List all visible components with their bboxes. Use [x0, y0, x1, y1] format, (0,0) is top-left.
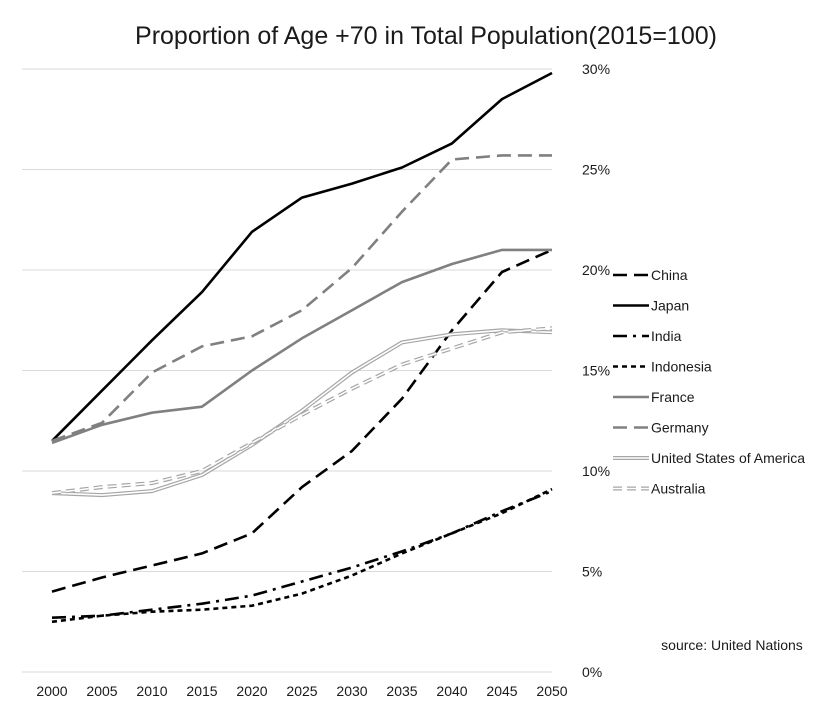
x-tick-label: 2020 — [236, 683, 267, 699]
x-tick-label: 2025 — [286, 683, 317, 699]
series-line-france — [51, 248, 552, 445]
series-line-japan — [51, 71, 553, 442]
x-tick-label: 2035 — [386, 683, 417, 699]
y-tick-label: 5% — [582, 564, 602, 580]
y-tick-label: 25% — [582, 162, 610, 178]
x-tick-label: 2030 — [336, 683, 367, 699]
y-tick-label: 20% — [582, 262, 610, 278]
legend-label: Germany — [651, 420, 709, 436]
source-note: source: United Nations — [661, 637, 803, 653]
legend-label: Australia — [651, 481, 706, 497]
legend-label: France — [651, 389, 695, 405]
legend-label: Japan — [651, 298, 689, 314]
y-tick-label: 0% — [582, 664, 602, 680]
series-line-india — [51, 489, 553, 619]
x-tick-label: 2050 — [536, 683, 567, 699]
x-tick-label: 2015 — [186, 683, 217, 699]
y-tick-label: 10% — [582, 463, 610, 479]
series-line-china — [51, 248, 553, 593]
legend-label: India — [651, 328, 682, 344]
x-tick-label: 2045 — [486, 683, 517, 699]
series-line-inner-united-states-of-america — [51, 329, 553, 496]
chart-title: Proportion of Age +70 in Total Populatio… — [135, 22, 717, 50]
series-line-indonesia — [51, 487, 553, 624]
legend-label: Indonesia — [651, 359, 712, 375]
x-tick-label: 2000 — [36, 683, 67, 699]
series-line-inner-australia — [51, 327, 553, 494]
y-tick-label: 30% — [582, 61, 610, 77]
x-tick-label: 2005 — [86, 683, 117, 699]
legend-label: United States of America — [651, 450, 805, 466]
y-tick-label: 15% — [582, 363, 610, 379]
legend-label: China — [651, 267, 688, 283]
x-tick-label: 2040 — [436, 683, 467, 699]
x-tick-label: 2010 — [136, 683, 167, 699]
series-line-germany — [51, 154, 552, 443]
